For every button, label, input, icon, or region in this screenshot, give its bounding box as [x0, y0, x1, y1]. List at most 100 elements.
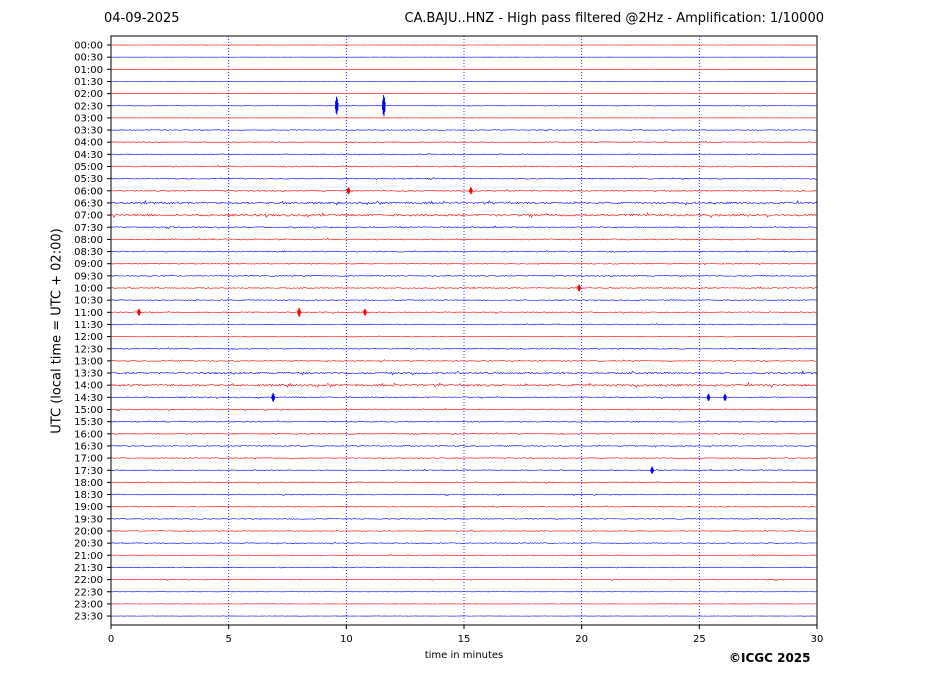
y-tick-label: 22:00 — [74, 575, 103, 586]
y-tick-label: 02:00 — [74, 89, 103, 100]
y-tick-label: 16:30 — [74, 441, 103, 452]
y-tick-label: 12:30 — [74, 344, 103, 355]
seismic-trace — [110, 553, 818, 557]
x-tick-label: 5 — [225, 634, 231, 645]
y-tick-label: 05:00 — [74, 162, 103, 173]
x-tick-label: 15 — [458, 634, 471, 645]
y-tick-label: 00:00 — [74, 41, 103, 52]
y-tick-label: 04:30 — [74, 150, 103, 161]
seismic-trace — [110, 105, 818, 107]
y-tick-label: 19:30 — [74, 514, 103, 525]
y-tick-label: 07:00 — [74, 211, 103, 222]
seismic-event — [297, 307, 301, 317]
seismic-trace — [110, 396, 818, 400]
seismic-event — [363, 308, 367, 316]
seismic-trace — [110, 286, 818, 290]
seismic-trace — [110, 323, 818, 326]
y-tick-label: 06:00 — [74, 186, 103, 197]
seismic-trace — [110, 311, 818, 314]
y-tick-label: 14:30 — [74, 393, 103, 404]
y-tick-label: 13:00 — [74, 356, 103, 367]
seismic-trace — [110, 456, 818, 460]
y-tick-label: 18:00 — [74, 478, 103, 489]
seismic-event — [346, 187, 351, 195]
seismic-trace — [110, 199, 818, 206]
y-tick-label: 10:30 — [74, 296, 103, 307]
y-tick-label: 04:00 — [74, 138, 103, 149]
seismic-trace — [110, 177, 818, 181]
seismic-trace — [110, 541, 818, 545]
y-tick-label: 11:30 — [74, 320, 103, 331]
y-tick-label: 20:30 — [74, 539, 103, 550]
seismic-trace — [110, 359, 818, 363]
seismic-trace — [110, 578, 818, 581]
y-tick-label: 01:30 — [74, 77, 103, 88]
seismic-event — [334, 96, 339, 115]
x-axis-label: time in minutes — [424, 650, 504, 661]
seismic-trace — [110, 274, 818, 278]
y-tick-label: 12:00 — [74, 332, 103, 343]
y-tick-label: 15:30 — [74, 417, 103, 428]
seismic-trace — [110, 517, 818, 520]
seismic-event — [706, 393, 711, 402]
y-tick-label: 00:30 — [74, 53, 103, 64]
y-tick-label: 07:30 — [74, 223, 103, 234]
y-tick-label: 15:00 — [74, 405, 103, 416]
y-tick-label: 23:30 — [74, 612, 103, 623]
seismic-trace — [110, 370, 818, 376]
y-tick-label: 10:00 — [74, 284, 103, 295]
y-tick-label: 23:00 — [74, 599, 103, 610]
seismic-trace — [110, 225, 818, 230]
y-tick-label: 21:00 — [74, 551, 103, 562]
y-tick-label: 06:30 — [74, 198, 103, 209]
y-tick-label: 11:00 — [74, 308, 103, 319]
y-tick-label: 09:00 — [74, 259, 103, 270]
seismic-trace — [110, 335, 818, 338]
seismic-trace — [110, 164, 818, 168]
seismic-trace — [110, 420, 818, 423]
seismic-trace — [110, 468, 818, 472]
y-tick-label: 21:30 — [74, 563, 103, 574]
seismic-trace — [110, 382, 818, 389]
seismic-trace — [110, 140, 818, 144]
seismic-trace — [110, 493, 818, 497]
seismic-trace — [110, 249, 818, 253]
seismic-trace — [110, 505, 818, 508]
y-tick-label: 20:00 — [74, 527, 103, 538]
y-tick-label: 01:00 — [74, 65, 103, 76]
seismic-event — [577, 284, 581, 292]
seismic-trace — [110, 530, 818, 532]
y-tick-label: 03:00 — [74, 113, 103, 124]
seismic-trace — [110, 299, 818, 302]
y-tick-label: 16:00 — [74, 429, 103, 440]
seismic-event — [650, 466, 654, 474]
seismic-trace — [110, 189, 818, 193]
seismic-trace — [110, 432, 818, 435]
y-tick-label: 08:00 — [74, 235, 103, 246]
seismic-trace — [110, 566, 817, 569]
seismic-event — [271, 392, 276, 402]
x-tick-label: 0 — [108, 634, 114, 645]
y-tick-label: 14:00 — [74, 381, 103, 392]
seismic-trace — [110, 152, 818, 156]
y-tick-label: 17:00 — [74, 454, 103, 465]
y-tick-label: 02:30 — [74, 101, 103, 112]
y-tick-label: 19:00 — [74, 502, 103, 513]
seismic-trace — [110, 444, 818, 448]
y-tick-label: 22:30 — [74, 587, 103, 598]
x-tick-label: 20 — [575, 634, 588, 645]
y-tick-label: 18:30 — [74, 490, 103, 501]
y-tick-label: 05:30 — [74, 174, 103, 185]
seismic-event — [469, 187, 473, 195]
chart-title: CA.BAJU..HNZ - High pass filtered @2Hz -… — [404, 11, 825, 26]
y-tick-label: 09:30 — [74, 271, 103, 282]
x-tick-label: 30 — [811, 634, 824, 645]
seismic-trace — [110, 211, 818, 219]
seismic-event — [381, 94, 386, 117]
y-tick-label: 03:30 — [74, 126, 103, 137]
seismic-trace — [110, 407, 818, 412]
seismic-trace — [110, 347, 818, 350]
seismic-trace — [110, 262, 818, 266]
x-tick-label: 10 — [340, 634, 353, 645]
